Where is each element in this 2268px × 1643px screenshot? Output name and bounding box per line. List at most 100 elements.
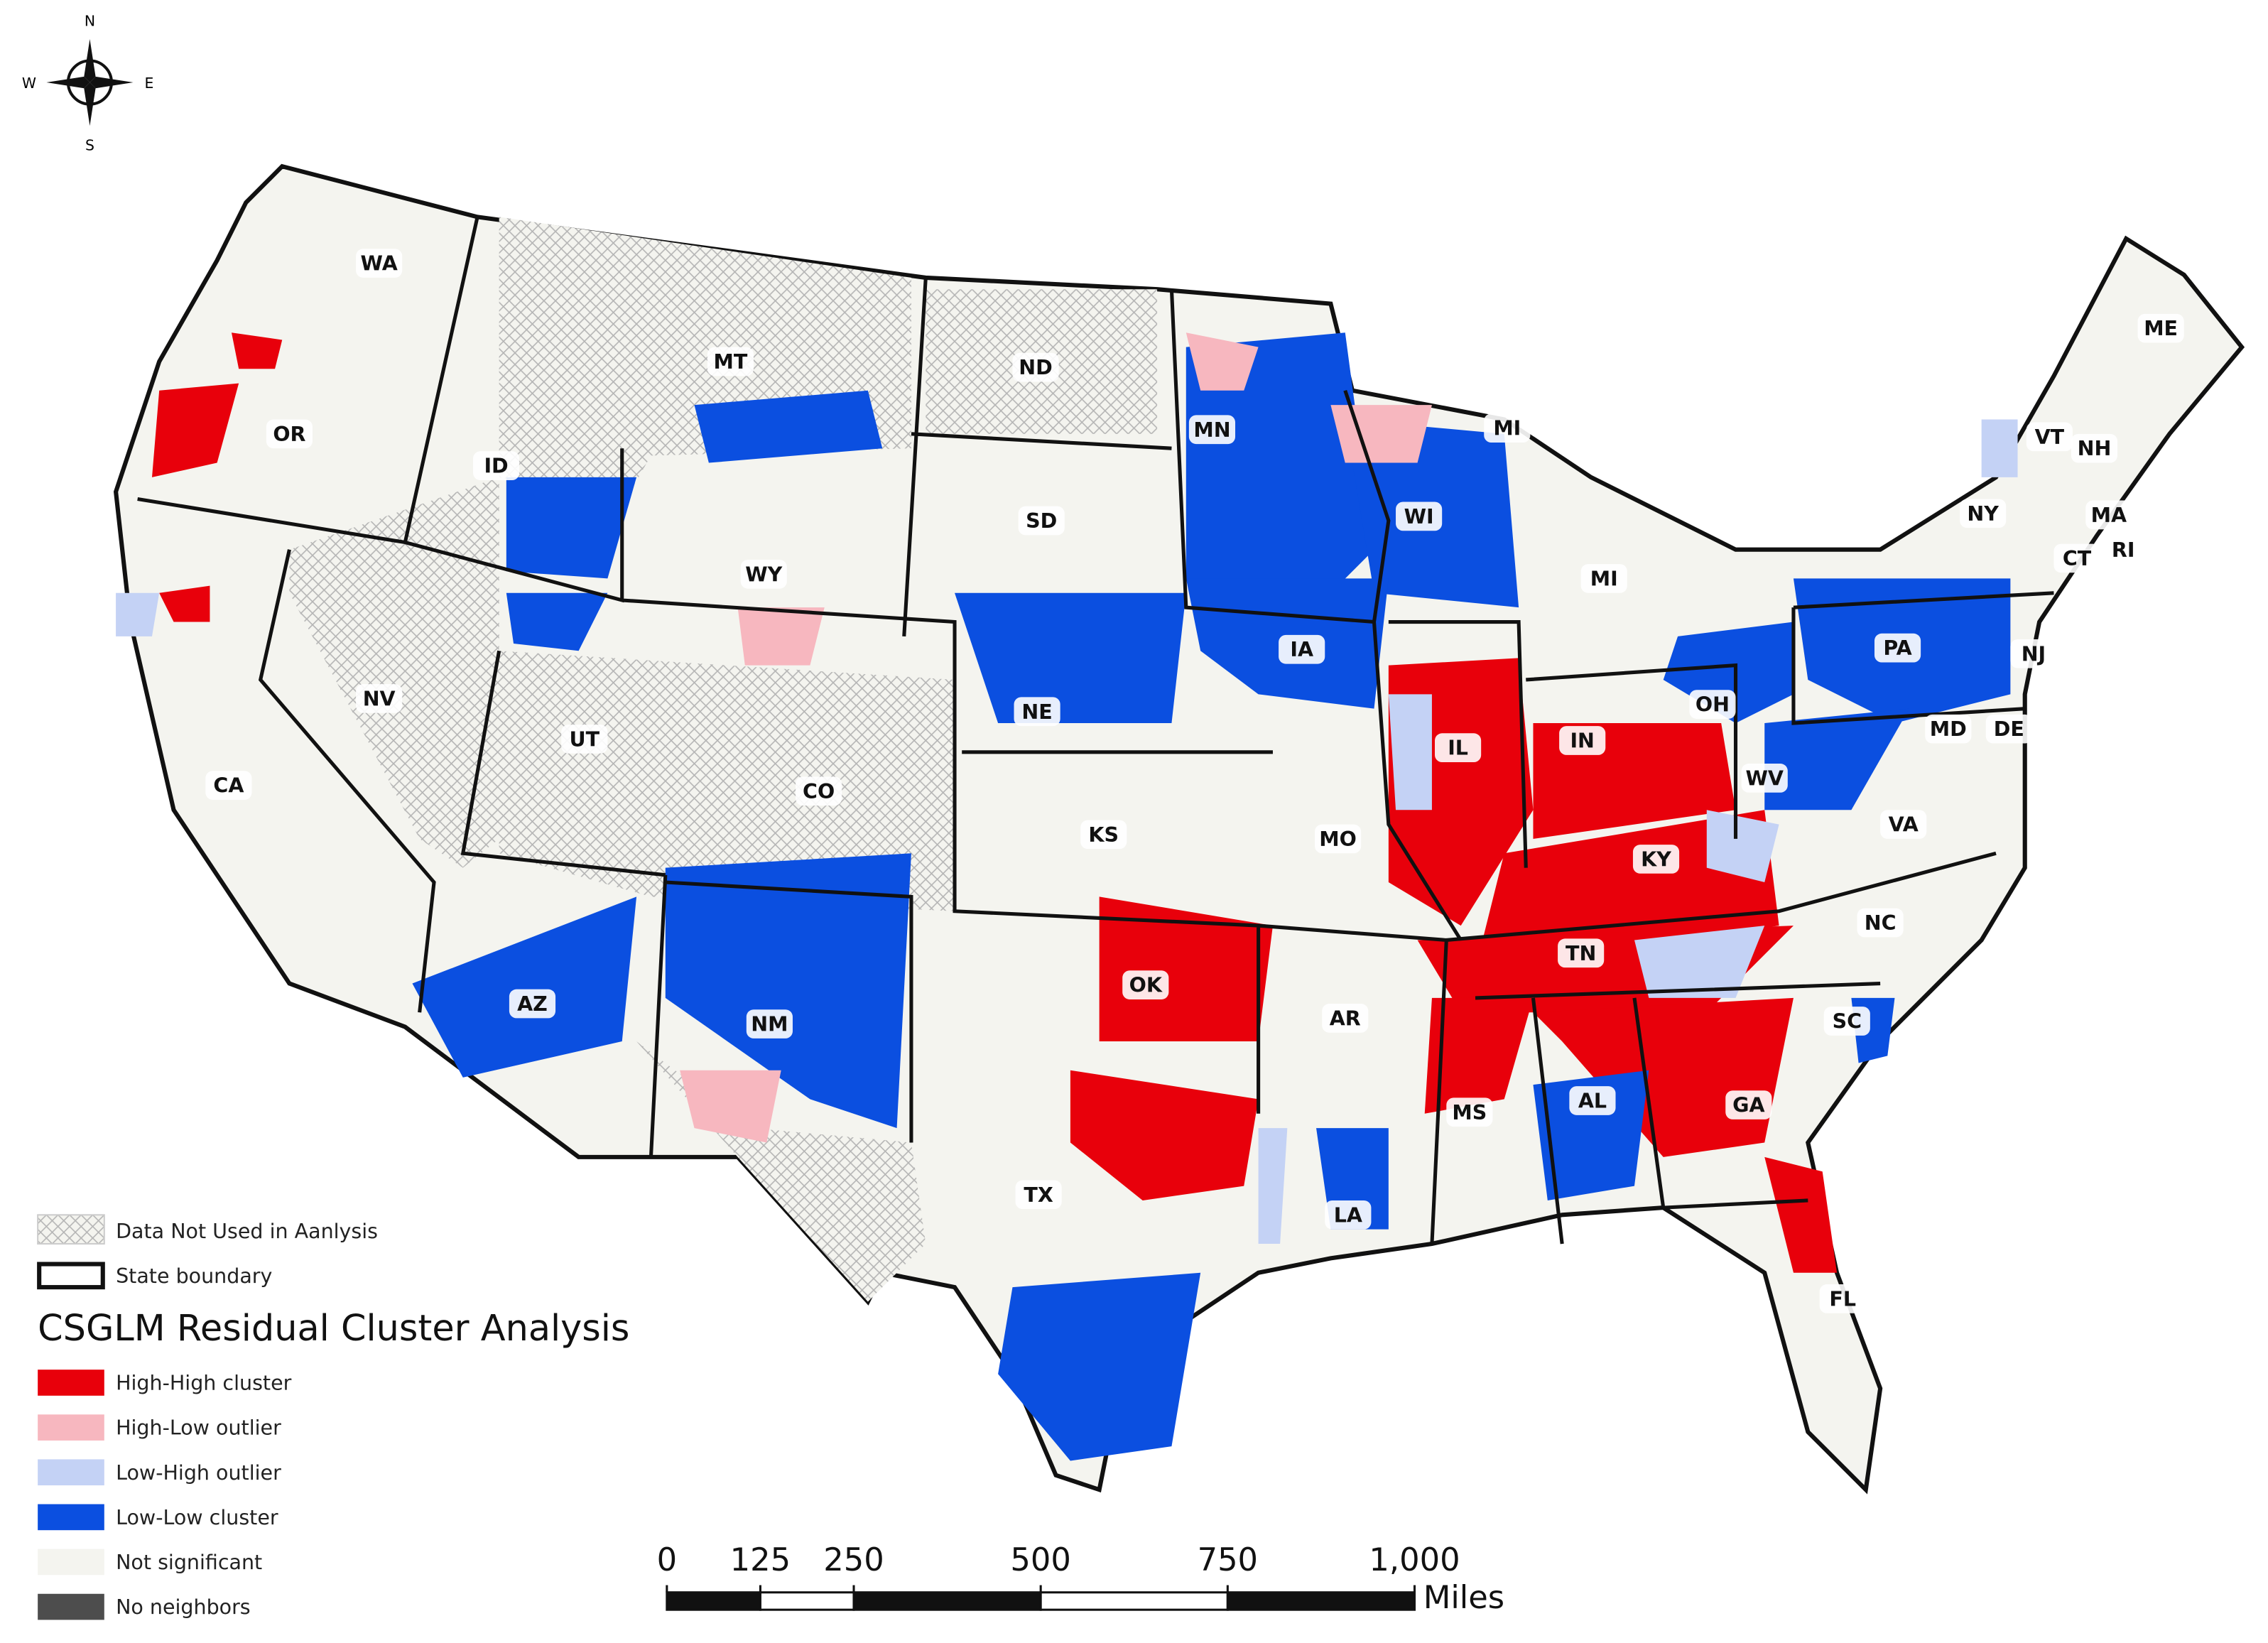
legend-boundary-swatch: [37, 1262, 105, 1290]
scale-tick-label: 750: [1198, 1541, 1258, 1578]
state-label-box: [1559, 726, 1606, 755]
scale-unit: Miles: [1423, 1578, 1504, 1616]
scale-segment: [666, 1591, 761, 1611]
state-label: NJ: [2022, 642, 2046, 666]
legend-label: Low-Low cluster: [116, 1506, 278, 1529]
us-outline: [113, 163, 2245, 1495]
state-label-box: [2100, 535, 2147, 565]
cluster-area: [151, 383, 239, 477]
legend-swatch: [38, 1504, 104, 1531]
state-label: NE: [1021, 700, 1052, 724]
state-label: LA: [1334, 1203, 1362, 1227]
state-label: AZ: [517, 992, 548, 1016]
cluster-area: [694, 390, 883, 463]
state-label: NY: [1967, 502, 1999, 526]
cluster-area: [116, 592, 160, 636]
state-line: [137, 216, 2054, 1245]
legend-label: High-Low outlier: [116, 1416, 281, 1440]
state-label: MI: [1493, 417, 1521, 440]
cluster-area: [1099, 896, 1273, 1041]
state-label-box: [2053, 543, 2100, 573]
legend-label: Data Not Used in Aanlysis: [116, 1220, 378, 1243]
state-label-box: [509, 989, 556, 1019]
state-label: WY: [745, 563, 782, 586]
state-label: CA: [213, 774, 244, 798]
scale-tick-label: 0: [657, 1541, 678, 1578]
cluster-area: [1424, 997, 1534, 1114]
state-label-box: [707, 347, 754, 376]
state-label-box: [2010, 639, 2057, 668]
legend-label: Not significant: [116, 1551, 262, 1574]
state-label: IN: [1570, 730, 1594, 753]
legend-label: Low-High outlier: [116, 1461, 281, 1485]
state-label-box: [1012, 352, 1059, 382]
cluster-area: [1706, 810, 1779, 883]
state-label-box: [1819, 1284, 1866, 1313]
state-label: ND: [1019, 356, 1053, 379]
cluster-area: [1258, 1128, 1288, 1245]
state-label-box: [746, 1009, 793, 1039]
state-label: OR: [273, 423, 305, 446]
legend-swatch: [38, 1593, 104, 1620]
legend-hatch-swatch: [37, 1214, 105, 1245]
state-label: ME: [2144, 317, 2178, 340]
cluster-area: [1533, 1070, 1649, 1200]
state-label-box: [1632, 845, 1680, 874]
state-label-box: [1484, 413, 1531, 443]
cluster-area: [955, 592, 1186, 724]
state-label: SC: [1833, 1010, 1862, 1034]
state-label: OK: [1129, 974, 1163, 997]
cluster-area: [1764, 708, 1909, 810]
cluster-area: [506, 477, 637, 579]
state-label-box: [356, 684, 403, 713]
state-label: UT: [569, 727, 599, 751]
state-label-box: [1279, 634, 1325, 664]
state-label-box: [2085, 500, 2132, 530]
scale-tick-label: 1,000: [1369, 1541, 1460, 1578]
compass-needle: [84, 82, 96, 126]
cluster-area: [1330, 405, 1432, 463]
cluster-area: [231, 332, 283, 369]
state-label: CO: [803, 780, 835, 803]
state-label-box: [1857, 908, 1904, 938]
hatched-area: [499, 651, 955, 911]
state-label-box: [1960, 499, 2007, 528]
cluster-area: [159, 585, 210, 622]
state-label-box: [1325, 1200, 1372, 1230]
state-label-box: [1689, 690, 1736, 719]
scale-tick-label: 250: [823, 1541, 884, 1578]
state-label-box: [796, 776, 842, 806]
state-label-box: [1569, 1086, 1616, 1115]
state-label: VA: [1889, 813, 1919, 837]
cluster-area: [1981, 419, 2018, 477]
compass-n: N: [85, 13, 95, 30]
land: [113, 163, 2245, 1495]
state-label: AL: [1578, 1090, 1607, 1113]
state-label: MS: [1452, 1101, 1487, 1124]
cluster-area: [1185, 332, 1259, 391]
state-label: OH: [1695, 693, 1730, 717]
state-label: MT: [714, 350, 748, 374]
state-label: MA: [2091, 504, 2127, 527]
scale-tick-label: 125: [730, 1541, 791, 1578]
cluster-area: [680, 1070, 781, 1143]
state-label-box: [1188, 415, 1236, 445]
state-label: DE: [1994, 717, 2024, 741]
state-labels: WA OR CA NV ID MT WY UT CO AZ NM ND SD NE KS OK TX MN IA MO…: [205, 249, 2184, 1313]
compass-needle: [46, 76, 90, 89]
state-label-box: [2071, 433, 2118, 463]
state-label-box: [1880, 810, 1927, 839]
state-label-box: [1315, 824, 1362, 854]
state-label: GA: [1732, 1094, 1764, 1117]
legend-label: No neighbors: [116, 1595, 251, 1619]
state-label-box: [1580, 564, 1627, 593]
scale-segment: [1226, 1591, 1416, 1611]
state-label: PA: [1883, 636, 1911, 660]
state-label: VT: [2035, 425, 2065, 449]
state-label-box: [1435, 733, 1482, 763]
state-label: FL: [1829, 1287, 1856, 1311]
state-label-box: [1985, 714, 2032, 744]
scale-segment: [1039, 1591, 1229, 1611]
state-label: ID: [484, 455, 508, 478]
state-label-box: [205, 771, 252, 800]
